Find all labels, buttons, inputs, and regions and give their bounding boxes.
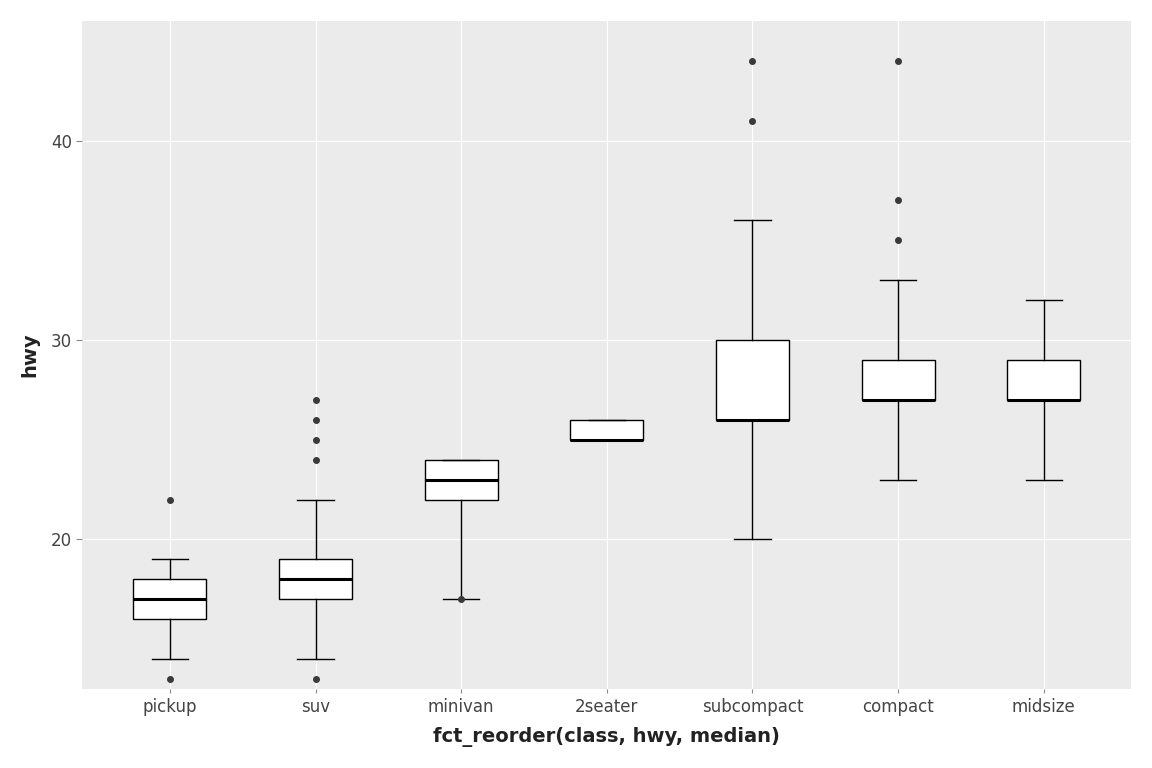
X-axis label: fct_reorder(class, hwy, median): fct_reorder(class, hwy, median) bbox=[433, 727, 780, 747]
PathPatch shape bbox=[862, 360, 934, 400]
PathPatch shape bbox=[570, 420, 643, 440]
PathPatch shape bbox=[279, 559, 353, 599]
PathPatch shape bbox=[717, 340, 789, 420]
PathPatch shape bbox=[425, 459, 498, 499]
PathPatch shape bbox=[134, 579, 206, 619]
PathPatch shape bbox=[1007, 360, 1081, 400]
Y-axis label: hwy: hwy bbox=[21, 333, 40, 377]
